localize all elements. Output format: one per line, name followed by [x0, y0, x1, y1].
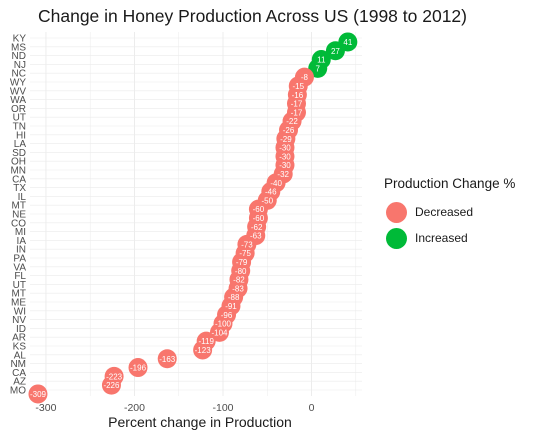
data-label: 7 — [316, 64, 321, 73]
data-label: -30 — [279, 152, 291, 161]
x-tick-label: 0 — [309, 402, 315, 414]
data-label: -196 — [130, 364, 147, 373]
legend-label-decreased: Decreased — [415, 205, 473, 219]
x-tick-label: -300 — [35, 402, 56, 414]
data-label: -82 — [233, 276, 245, 285]
data-label: -91 — [225, 302, 237, 311]
data-label: -63 — [250, 232, 262, 241]
data-label: -79 — [236, 258, 248, 267]
data-label: -88 — [228, 293, 240, 302]
data-label: -104 — [211, 328, 228, 337]
x-tick-label: -100 — [212, 402, 233, 414]
data-label: -123 — [195, 346, 212, 355]
data-label: -50 — [261, 196, 273, 205]
data-label: 41 — [343, 38, 352, 47]
x-axis-label: Percent change in Production — [40, 414, 360, 430]
data-label: -75 — [239, 249, 251, 258]
data-label: -17 — [291, 100, 303, 109]
legend-swatch-decreased — [386, 202, 407, 223]
data-label: -32 — [277, 170, 289, 179]
data-label: -60 — [253, 214, 265, 223]
data-label: -46 — [265, 188, 277, 197]
data-label: -15 — [292, 82, 304, 91]
legend: Production Change % Decreased Increased — [384, 176, 515, 251]
data-label: -22 — [286, 117, 298, 126]
data-label: -16 — [292, 91, 304, 100]
data-label: -96 — [221, 311, 233, 320]
data-label: -30 — [279, 144, 291, 153]
data-label: -80 — [235, 267, 247, 276]
legend-label-increased: Increased — [415, 231, 468, 245]
legend-item-decreased: Decreased — [384, 199, 515, 225]
data-label: -30 — [279, 161, 291, 170]
data-label: 11 — [317, 56, 326, 65]
data-label: -60 — [253, 205, 265, 214]
data-label: -119 — [198, 337, 214, 346]
data-label: 27 — [331, 47, 340, 56]
data-label: -223 — [106, 372, 123, 381]
data-label: -40 — [270, 179, 282, 188]
data-label: -309 — [30, 390, 47, 399]
data-label: -73 — [241, 240, 253, 249]
y-tick-label: MO — [10, 386, 26, 397]
legend-item-increased: Increased — [384, 225, 515, 251]
data-label: -163 — [159, 355, 176, 364]
data-label: -100 — [215, 320, 232, 329]
data-label: -8 — [301, 73, 309, 82]
legend-swatch-increased — [386, 228, 407, 249]
data-label: -17 — [291, 108, 303, 117]
data-label: -29 — [280, 135, 292, 144]
data-label: -226 — [103, 381, 120, 390]
data-label: -26 — [283, 126, 295, 135]
data-label: -83 — [232, 284, 244, 293]
data-label: -62 — [251, 223, 263, 232]
x-tick-label: -200 — [124, 402, 145, 414]
legend-title: Production Change % — [384, 176, 515, 191]
